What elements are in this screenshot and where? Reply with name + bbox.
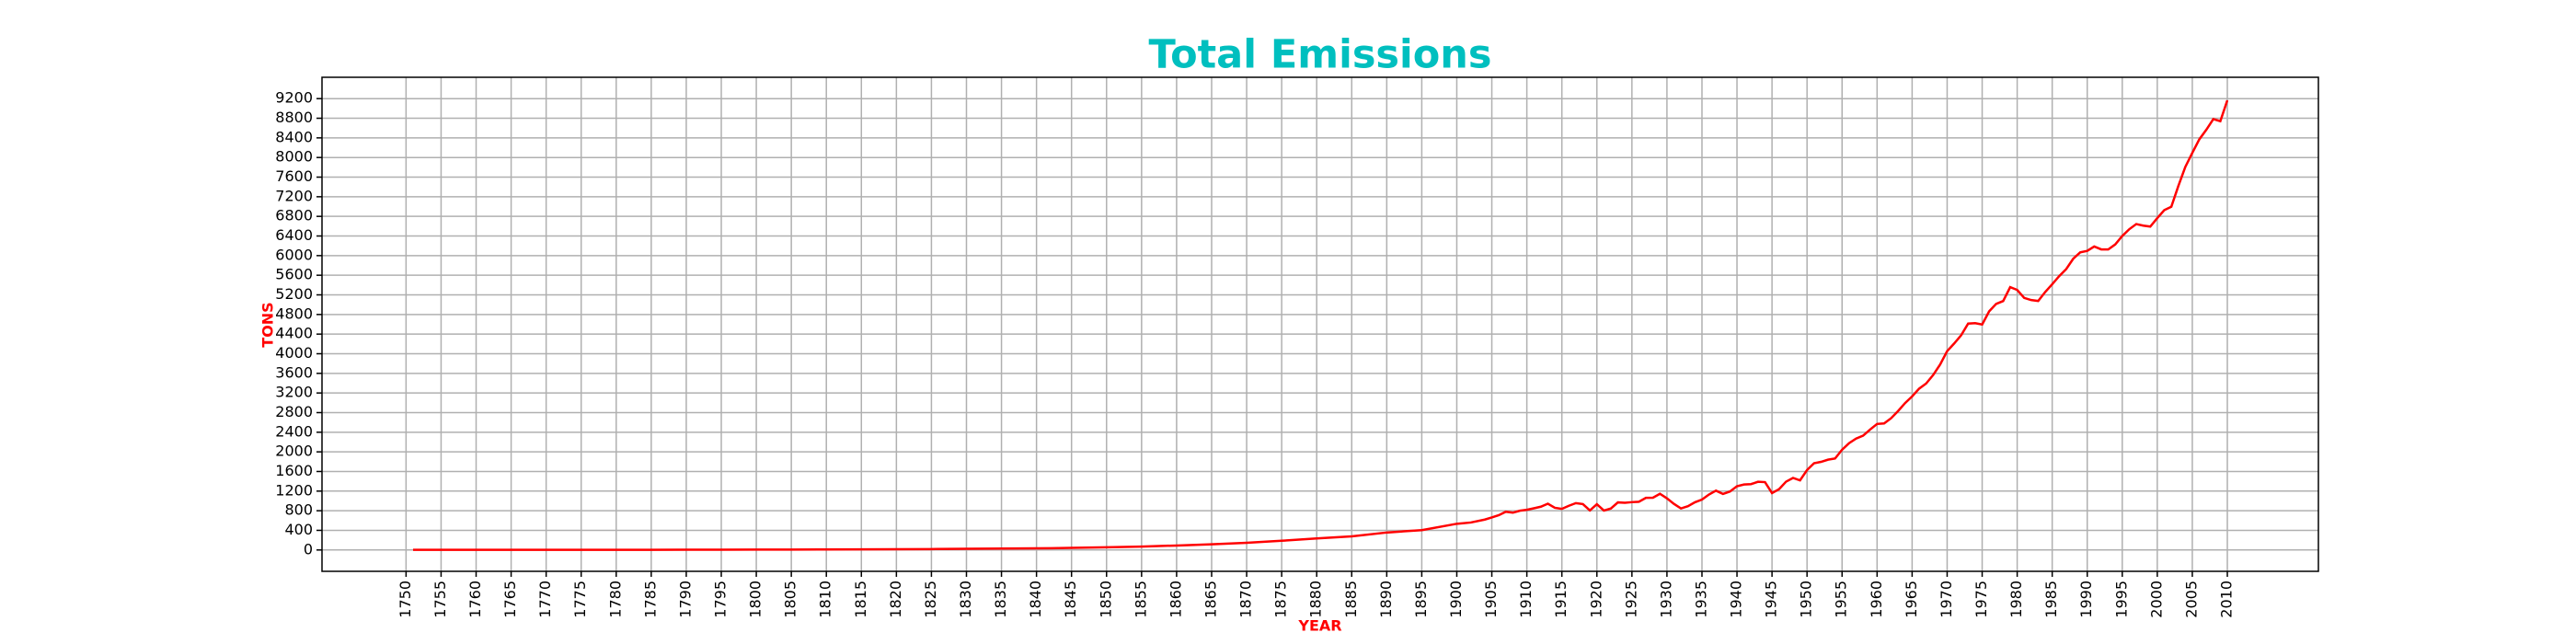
x-tick-label: 1925 [1622, 581, 1639, 618]
x-tick-label: 1980 [2007, 581, 2025, 618]
x-tick-label: 1845 [1062, 581, 1079, 618]
x-tick-label: 1880 [1307, 581, 1325, 618]
y-tick-label: 7600 [275, 167, 313, 185]
x-tick-label: 1910 [1517, 581, 1535, 618]
y-tick-label: 2400 [275, 422, 313, 440]
x-tick-label: 1760 [466, 581, 484, 618]
y-tick-label: 8000 [275, 148, 313, 166]
x-tick-label: 1935 [1692, 581, 1709, 618]
x-tick-label: 1795 [712, 581, 730, 618]
x-tick-label: 1775 [571, 581, 589, 618]
x-tick-label: 1800 [747, 581, 765, 618]
x-tick-label: 1850 [1097, 581, 1114, 618]
x-tick-label: 1940 [1728, 581, 1745, 618]
x-tick-label: 1875 [1272, 581, 1290, 618]
x-tick-label: 1930 [1657, 581, 1674, 618]
y-tick-label: 1600 [275, 462, 313, 479]
y-tick-label: 4800 [275, 305, 313, 322]
y-axis-label: TONS [259, 302, 277, 347]
x-tick-label: 1985 [2042, 581, 2060, 618]
y-tick-label: 3200 [275, 384, 313, 401]
y-tick-label: 5200 [275, 285, 313, 303]
y-tick-label: 6400 [275, 226, 313, 244]
y-tick-label: 4000 [275, 344, 313, 362]
y-tick-label: 1200 [275, 481, 313, 499]
x-tick-label: 1900 [1447, 581, 1465, 618]
x-tick-label: 1885 [1342, 581, 1360, 618]
x-tick-label: 1995 [2112, 581, 2130, 618]
x-tick-label: 1815 [852, 581, 869, 618]
x-tick-label: 1755 [431, 581, 449, 618]
x-tick-label: 1915 [1552, 581, 1570, 618]
y-tick-label: 4400 [275, 325, 313, 342]
x-tick-label: 1840 [1027, 581, 1044, 618]
x-tick-label: 1780 [606, 581, 624, 618]
y-tick-label: 8400 [275, 128, 313, 145]
x-tick-label: 1870 [1237, 581, 1255, 618]
y-tick-label: 400 [284, 521, 313, 538]
x-tick-label: 1860 [1167, 581, 1184, 618]
x-tick-label: 1785 [641, 581, 659, 618]
y-tick-label: 6000 [275, 246, 313, 263]
y-tick-label: 5600 [275, 266, 313, 283]
x-tick-label: 1990 [2077, 581, 2095, 618]
y-tick-label: 2000 [275, 443, 313, 460]
x-tick-label: 1830 [957, 581, 974, 618]
x-tick-label: 2010 [2218, 581, 2236, 618]
x-tick-label: 1890 [1377, 581, 1395, 618]
x-tick-label: 1950 [1798, 581, 1815, 618]
y-tick-label: 3600 [275, 363, 313, 381]
x-tick-label: 1790 [676, 581, 694, 618]
x-tick-label: 1975 [1972, 581, 1990, 618]
y-tick-label: 6800 [275, 207, 313, 224]
x-tick-label: 1865 [1202, 581, 1219, 618]
x-tick-label: 1805 [782, 581, 799, 618]
x-tick-label: 1825 [922, 581, 939, 618]
y-tick-label: 8800 [275, 109, 313, 126]
x-tick-label: 1970 [1938, 581, 1955, 618]
y-tick-label: 9200 [275, 89, 313, 107]
x-tick-label: 1820 [887, 581, 904, 618]
x-tick-label: 1765 [501, 581, 519, 618]
x-axis-label: YEAR [1297, 617, 1341, 635]
chart-title: Total Emissions [1148, 32, 1491, 78]
x-tick-label: 2005 [2182, 581, 2200, 618]
x-tick-label: 1855 [1132, 581, 1149, 618]
x-tick-label: 1810 [817, 581, 834, 618]
x-tick-label: 1895 [1412, 581, 1430, 618]
x-tick-label: 1835 [992, 581, 1009, 618]
x-tick-label: 1945 [1763, 581, 1780, 618]
x-tick-label: 1770 [536, 581, 554, 618]
y-tick-label: 0 [304, 540, 313, 558]
y-tick-label: 7200 [275, 187, 313, 204]
x-tick-label: 1955 [1833, 581, 1850, 618]
plot-frame [321, 76, 2319, 572]
emissions-line [412, 99, 2229, 551]
x-tick-label: 1965 [1903, 581, 1920, 618]
x-tick-label: 1920 [1587, 581, 1604, 618]
x-tick-label: 1960 [1868, 581, 1885, 618]
x-tick-label: 2000 [2147, 581, 2165, 618]
x-tick-label: 1750 [397, 581, 414, 618]
y-tick-label: 2800 [275, 403, 313, 420]
x-tick-label: 1905 [1482, 581, 1500, 618]
y-tick-label: 800 [284, 501, 313, 519]
